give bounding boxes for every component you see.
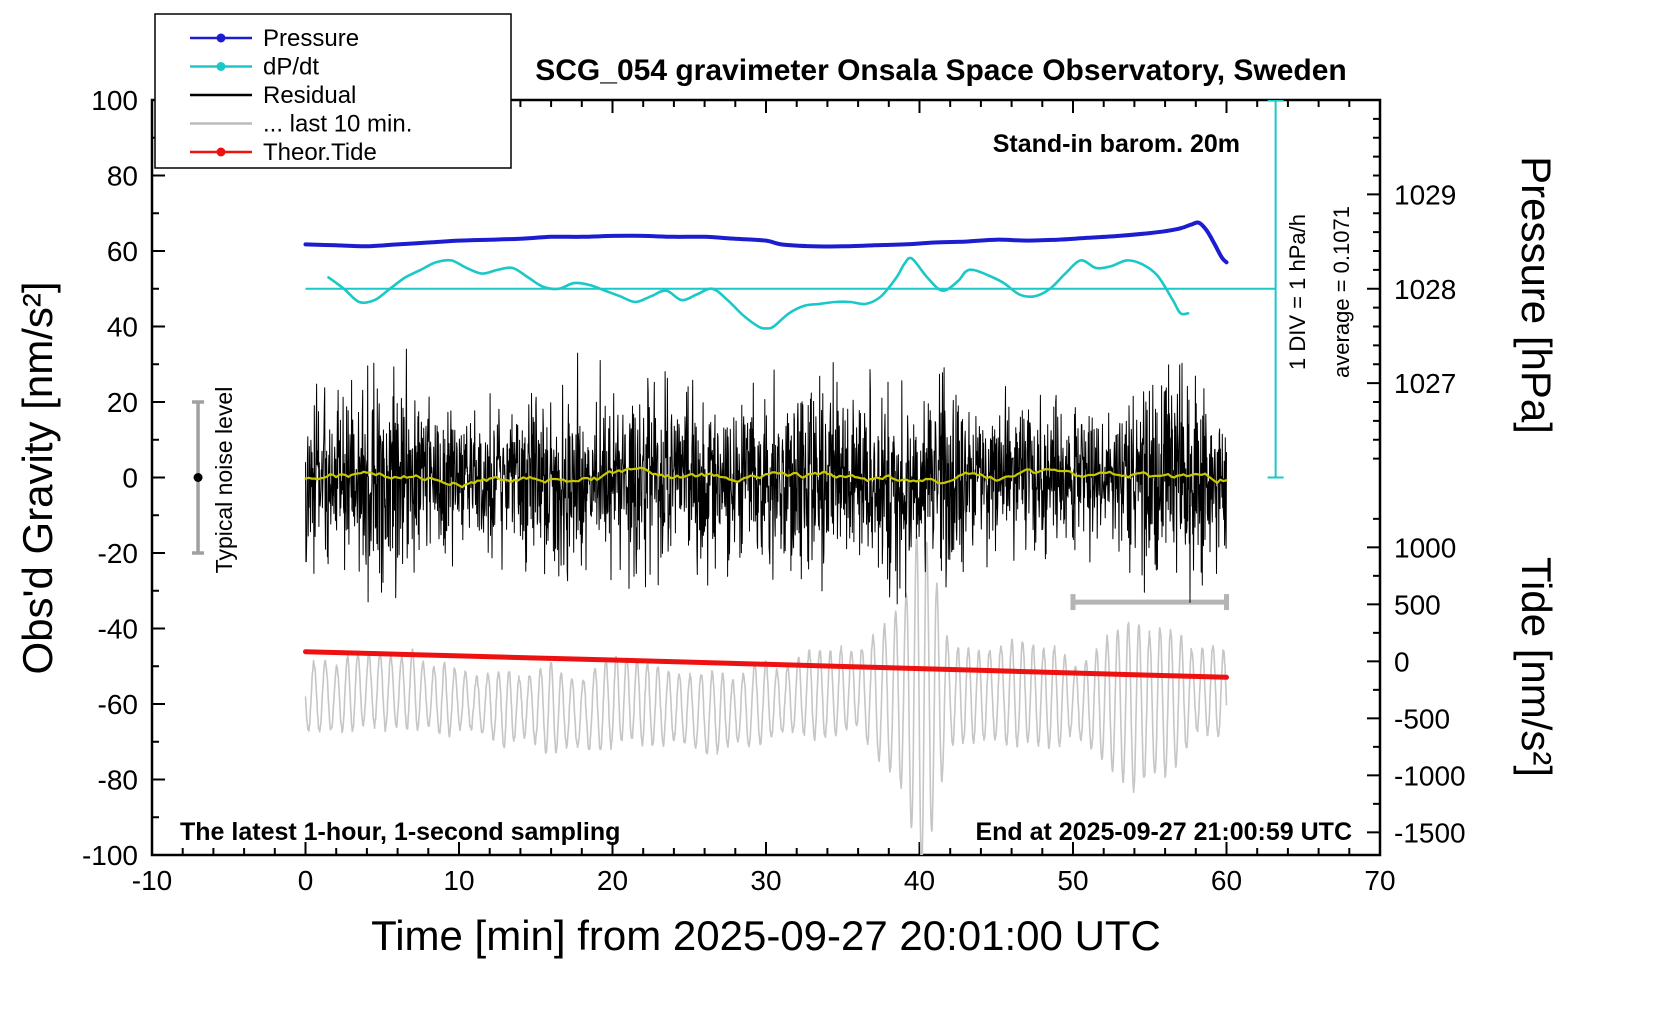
tide-tick-label: -1000 <box>1394 760 1466 791</box>
series-residual <box>305 348 1227 605</box>
legend-marker-theor-tide <box>216 147 226 157</box>
gravity-tick-label: -40 <box>98 614 138 645</box>
legend-item-pressure: Pressure <box>263 25 359 52</box>
legend-marker-pressure <box>216 33 226 43</box>
time-axis-label: Time [min] from 2025-09-27 20:01:00 UTC <box>371 912 1161 959</box>
legend-box <box>154 13 512 169</box>
tide-tick-label: 500 <box>1394 589 1441 620</box>
x-tick-label: 20 <box>597 865 628 896</box>
x-tick-label: 40 <box>904 865 935 896</box>
frame-layer <box>150 98 1382 857</box>
x-tick-label: 10 <box>443 865 474 896</box>
gravity-tick-label: 40 <box>107 312 138 343</box>
gravity-tick-label: -20 <box>98 538 138 569</box>
barometer-annotation: Stand-in barom. 20m <box>993 130 1240 158</box>
gravity-tick-label: -80 <box>98 765 138 796</box>
noise-level-label: Typical noise level <box>211 387 237 574</box>
end-time-annotation: End at 2025-09-27 21:00:59 UTC <box>975 818 1352 846</box>
pressure-tick-label: 1029 <box>1394 179 1456 210</box>
pressure-axis-label: Pressure [hPa] <box>1513 156 1560 434</box>
series-dpdt <box>327 256 1190 330</box>
legend-marker-dp-dt <box>216 62 226 71</box>
tide-axis-label: Tide [nm/s²] <box>1513 557 1560 777</box>
gravity-tick-label: -100 <box>82 840 138 871</box>
sampling-annotation: The latest 1-hour, 1-second sampling <box>180 818 620 846</box>
x-tick-label: -10 <box>132 865 172 896</box>
tide-tick-label: -500 <box>1394 703 1450 734</box>
gravity-tick-label: -60 <box>98 689 138 720</box>
x-tick-label: 30 <box>750 865 781 896</box>
tide-tick-label: -1500 <box>1394 817 1466 848</box>
pressure-tick-label: 1027 <box>1394 368 1456 399</box>
tide-tick-label: 1000 <box>1394 532 1456 563</box>
pressure-tick-label: 1028 <box>1394 274 1456 305</box>
x-tick-label: 70 <box>1364 865 1395 896</box>
series-layer <box>192 100 1284 855</box>
gravity-tick-label: 80 <box>107 161 138 192</box>
series-pressure <box>303 220 1229 265</box>
series-theor-tide <box>303 649 1229 680</box>
gravity-tick-label: 60 <box>107 236 138 267</box>
x-tick-label: 50 <box>1057 865 1088 896</box>
gravity-tick-label: 100 <box>91 85 138 116</box>
legend-item-last-10-min: ... last 10 min. <box>263 111 412 138</box>
tide-tick-label: 0 <box>1394 646 1410 677</box>
series-residual-mean <box>304 466 1228 489</box>
div-scale-annotation: 1 DIV = 1 hPa/h <box>1285 214 1310 370</box>
x-tick-label: 60 <box>1211 865 1242 896</box>
gravity-axis-label: Obs'd Gravity [nm/s²] <box>14 281 61 674</box>
x-tick-label: 0 <box>298 865 314 896</box>
chart-title: SCG_054 gravimeter Onsala Space Observat… <box>535 54 1347 87</box>
tick-label-layer: -10 0 10 20 30 40 50 60 70-100-80-60-40-20020406… <box>82 85 1466 896</box>
legend-item-dp-dt: dP/dt <box>263 54 319 81</box>
legend-item-theor-tide: Theor.Tide <box>263 139 377 166</box>
gravity-tick-label: 0 <box>122 463 138 494</box>
gravity-tick-label: 20 <box>107 387 138 418</box>
average-annotation: average = 0.1071 <box>1329 206 1354 378</box>
legend-item-residual: Residual <box>263 82 356 109</box>
noise-error-bar-dot <box>193 473 203 482</box>
